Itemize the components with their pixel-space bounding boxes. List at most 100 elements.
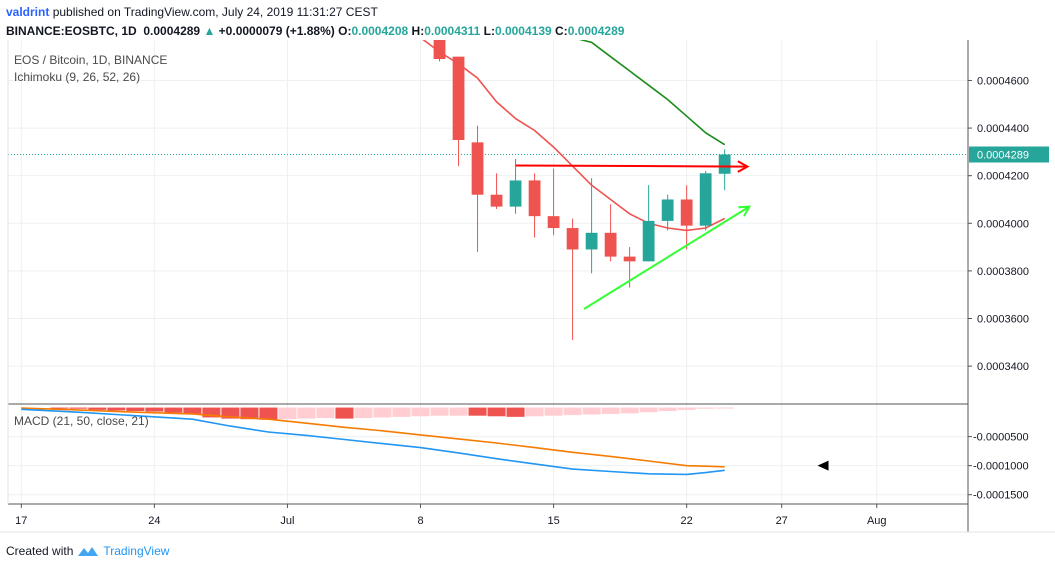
x-tick-label: 8 — [417, 515, 423, 527]
macd-histogram-bar — [297, 407, 316, 419]
resistance-arrow-head — [737, 160, 750, 173]
macd-histogram-bar — [373, 407, 392, 418]
ichimoku-lines — [422, 40, 726, 232]
candle-body — [718, 154, 731, 174]
macd-histogram-bar — [449, 407, 468, 416]
macd-histogram-bar — [240, 407, 259, 420]
support-arrow-head — [738, 205, 752, 217]
y-tick-label: 0.0003800 — [977, 266, 1029, 278]
x-tick-label: 17 — [15, 515, 27, 527]
candles — [433, 40, 731, 340]
open-label: O: — [338, 24, 352, 38]
macd-histogram-bar — [145, 407, 164, 412]
candle-body — [471, 142, 484, 195]
axes: 0.0003400 0.0003600 0.0003800 0.0004000 0.00… — [0, 40, 1055, 533]
low-value: 0.0004139 — [494, 24, 552, 38]
macd-histogram-bar — [164, 407, 183, 413]
macd-histogram-bar — [278, 407, 297, 420]
macd-histogram-bar — [430, 407, 449, 416]
close-label: C: — [555, 24, 568, 38]
y-tick-label: 0.0003600 — [977, 313, 1029, 325]
macd-histogram-bar — [126, 407, 145, 412]
macd-histogram-bar — [525, 407, 544, 417]
macd-histogram-bar — [88, 407, 107, 410]
chart-header: valdrint published on TradingView.com, J… — [0, 0, 1055, 44]
change-arrow-icon: ▲ — [203, 24, 216, 38]
macd-signal-line — [21, 407, 725, 468]
chart-legend: EOS / Bitcoin, 1D, BINANCE Ichimoku (9, 2… — [14, 53, 167, 428]
trend-arrows — [515, 160, 752, 310]
macd-histogram-bar — [620, 407, 639, 414]
y-tick-label: 0.0004600 — [977, 75, 1029, 87]
macd-histogram-bar — [335, 407, 354, 419]
macd-line — [21, 408, 725, 476]
macd-histogram-bar — [601, 407, 620, 414]
candle-body — [509, 180, 522, 207]
macd-y-tick-label: -0.0001500 — [973, 490, 1029, 502]
publish-info: published on TradingView.com, July 24, 2… — [52, 5, 378, 19]
macd-marker-icon — [817, 460, 829, 471]
tradingview-logo-icon — [78, 547, 99, 556]
close-value: 0.0004289 — [567, 24, 625, 38]
y-tick-label: 0.0004000 — [977, 218, 1029, 230]
macd-histogram-bar — [639, 407, 658, 413]
candle-body — [623, 256, 636, 262]
macd-histogram-bar — [107, 407, 126, 411]
candle-body — [585, 232, 598, 250]
candle-body — [661, 199, 674, 221]
y-tick-label: 0.0003400 — [977, 361, 1029, 373]
y-tick-label: 0.0004200 — [977, 171, 1029, 183]
ichimoku-red-line — [422, 40, 726, 232]
footer: Created with TradingView — [6, 544, 169, 558]
candle-body — [642, 220, 655, 262]
created-with-label: Created with — [6, 544, 74, 558]
high-label: H: — [411, 24, 425, 38]
macd-pane — [21, 407, 829, 476]
candle-body — [566, 228, 579, 250]
macd-histogram-bar — [696, 407, 715, 409]
candle-body — [433, 40, 446, 60]
macd-histogram-bar — [354, 407, 373, 419]
price-change: +0.0000079 (+1.88%) — [218, 24, 335, 38]
macd-histogram-bar — [411, 407, 430, 417]
macd-histogram-bar — [259, 407, 278, 420]
macd-grid — [8, 436, 968, 496]
macd-histogram-bar — [487, 407, 506, 417]
candle-body — [490, 194, 503, 207]
legend-entry: Ichimoku (9, 26, 52, 26) — [14, 70, 140, 84]
macd-histogram-bar — [582, 407, 601, 415]
x-tick-label: 24 — [148, 515, 160, 527]
candle-body — [547, 216, 560, 229]
last-price: 0.0004289 — [143, 24, 201, 38]
macd-histogram-bar — [392, 407, 411, 417]
macd-histogram-bar — [468, 407, 487, 416]
candlestick-chart[interactable]: 0.0003400 0.0003600 0.0003800 0.0004000 0.00… — [0, 40, 1055, 534]
publish-line: valdrint published on TradingView.com, J… — [6, 5, 378, 19]
y-tick-label: 0.0004400 — [977, 123, 1029, 135]
macd-histogram-bar — [506, 407, 525, 417]
candle-body — [452, 56, 465, 140]
author-link[interactable]: valdrint — [6, 5, 50, 19]
macd-histogram-bar — [658, 407, 677, 412]
current-price-badge — [969, 146, 1049, 163]
ohlc-line: BINANCE:EOSBTC, 1D 0.0004289 ▲ +0.000007… — [6, 24, 624, 38]
symbol-label: BINANCE:EOSBTC, 1D — [6, 24, 137, 38]
candle-body — [604, 232, 617, 257]
candle-body — [680, 199, 693, 226]
x-tick-label: 27 — [776, 515, 788, 527]
tradingview-brand-link[interactable]: TradingView — [103, 544, 170, 558]
support-arrow — [583, 205, 752, 310]
current-price-label: 0.0004289 — [977, 149, 1029, 161]
macd-histogram-bar — [563, 407, 582, 416]
macd-legend: MACD (21, 50, close, 21) — [14, 414, 149, 428]
macd-y-tick-label: -0.0001000 — [973, 461, 1029, 473]
macd-y-tick-label: -0.0000500 — [973, 432, 1029, 444]
x-tick-label: 15 — [547, 515, 559, 527]
low-label: L: — [483, 24, 495, 38]
macd-histogram-bar — [183, 407, 202, 415]
macd-histogram-bar — [50, 407, 69, 409]
resistance-arrow — [515, 160, 750, 173]
macd-histogram-bar — [202, 407, 221, 418]
candle-body — [528, 180, 541, 217]
macd-histogram-bar — [677, 407, 696, 410]
